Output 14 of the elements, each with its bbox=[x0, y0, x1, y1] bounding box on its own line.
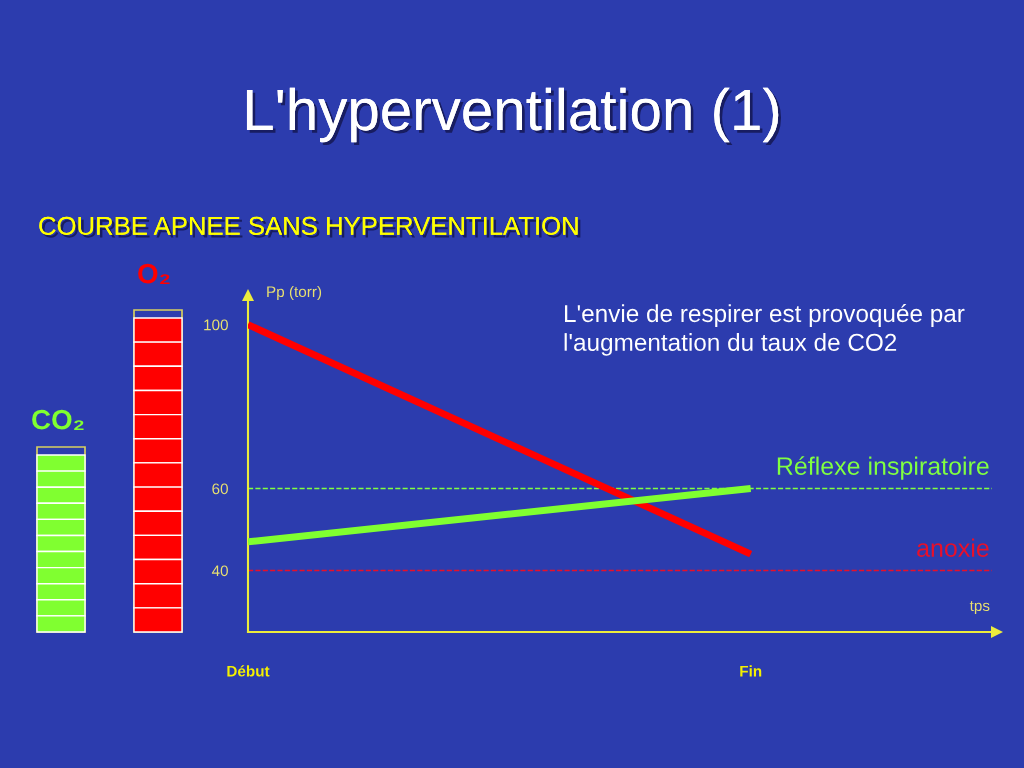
ref-line-label: Réflexe inspiratoire bbox=[777, 456, 989, 480]
x-tick-label: Début bbox=[227, 665, 270, 677]
text: O₂ bbox=[138, 263, 170, 285]
chart-subtitle: COURBE APNEE SANS HYPERVENTILATION bbox=[39, 216, 581, 238]
y-tick-label: 60 bbox=[212, 483, 228, 495]
x-axis-title: tps bbox=[969, 601, 990, 615]
x-tick-label: Fin bbox=[740, 665, 762, 677]
y-tick-label: 40 bbox=[211, 565, 228, 577]
annotation: L'envie de respirer est provoquée par l'augmentation du taux de CO2 bbox=[564, 304, 965, 356]
chart-title: L'hyperventilation (1) bbox=[246, 87, 782, 145]
ref-line-label: anoxie bbox=[917, 538, 989, 557]
text: CO₂ bbox=[32, 409, 84, 431]
y-tick-label: 100 bbox=[204, 319, 228, 331]
y-axis-title: Pp (torr) bbox=[267, 285, 322, 301]
